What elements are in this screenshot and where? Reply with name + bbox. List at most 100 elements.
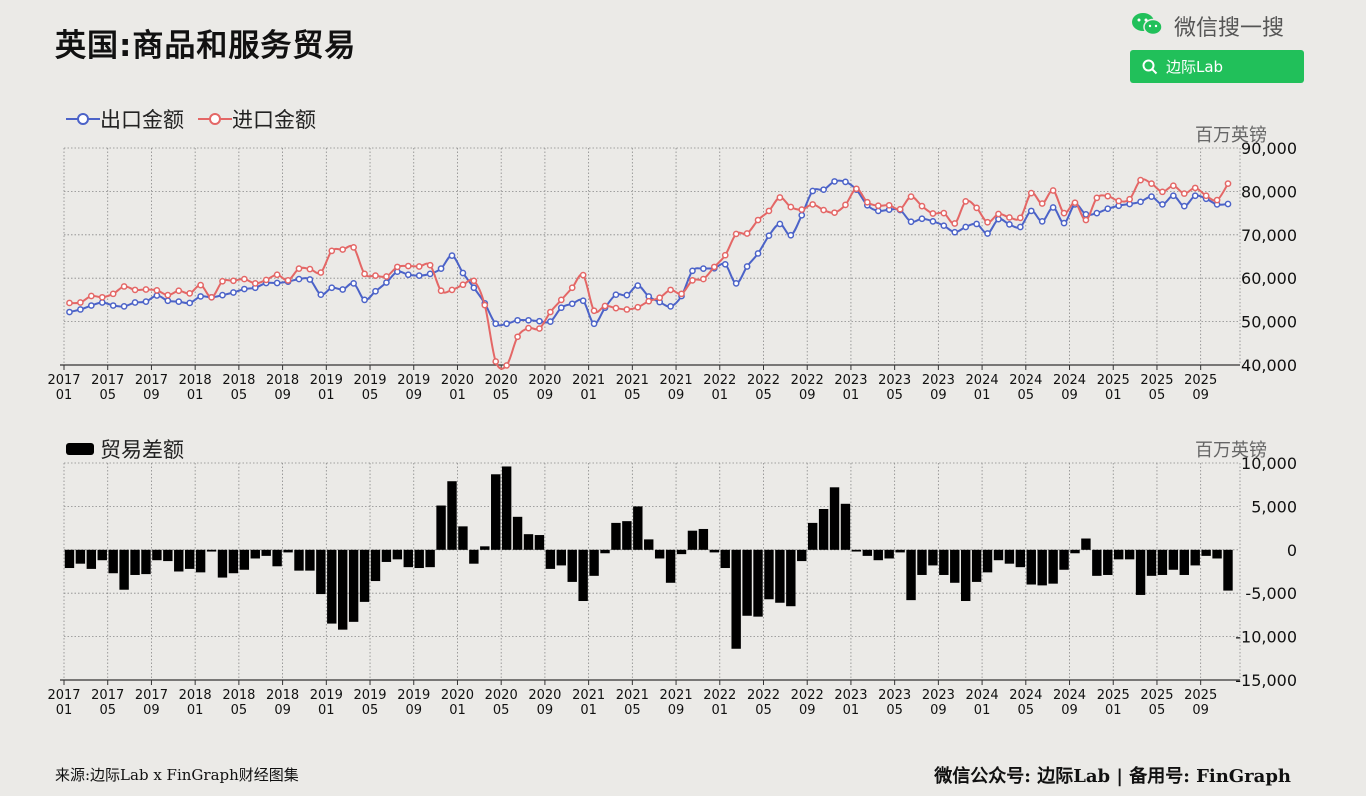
- data-point: [721, 251, 729, 259]
- bar-chart-xtick-year: 2022: [703, 688, 736, 703]
- data-point: [1159, 201, 1166, 208]
- bar-chart-xtick-year: 2025: [1184, 688, 1217, 703]
- bar: [589, 549, 599, 576]
- bar: [501, 466, 512, 550]
- data-point: [448, 252, 456, 259]
- line-chart-xtick-month: 09: [930, 388, 947, 403]
- line-chart-ytick-label: 50,000: [1241, 313, 1297, 332]
- bar: [338, 549, 348, 630]
- data-point: [383, 273, 390, 280]
- bar-chart-xtick-month: 09: [405, 703, 422, 718]
- bar: [600, 549, 610, 554]
- bar-chart-xtick-month: 09: [668, 703, 685, 718]
- bar: [1070, 549, 1080, 554]
- data-point: [1049, 204, 1057, 211]
- data-point: [678, 290, 685, 298]
- data-point: [896, 205, 904, 213]
- data-point: [1170, 182, 1177, 190]
- data-point: [317, 291, 325, 299]
- bar: [1092, 549, 1102, 576]
- bar: [1004, 549, 1015, 564]
- line-chart-xtick-year: 2020: [441, 373, 474, 388]
- source-note: 来源:边际Lab x FinGraph财经图集: [55, 766, 299, 784]
- data-point: [1071, 199, 1079, 207]
- data-point: [66, 308, 73, 316]
- line-chart-xtick-month: 05: [886, 388, 903, 403]
- data-point: [689, 267, 696, 275]
- data-point: [1006, 221, 1013, 228]
- data-point: [907, 218, 915, 226]
- data-point: [153, 287, 161, 294]
- bar-chart-xtick-month: 05: [1149, 703, 1166, 718]
- data-point: [98, 299, 106, 306]
- data-point: [339, 286, 347, 293]
- line-chart-ytick-label: 40,000: [1241, 356, 1297, 375]
- account-note: 微信公众号: 边际Lab | 备用号: FinGraph: [934, 766, 1291, 787]
- data-point: [623, 306, 631, 313]
- bar-chart-ytick-label: 0: [1287, 541, 1297, 560]
- bar: [840, 503, 851, 550]
- bar: [436, 505, 446, 550]
- data-point: [634, 303, 642, 311]
- bar: [676, 549, 687, 555]
- line-chart-xtick-year: 2021: [616, 373, 649, 388]
- data-point: [197, 293, 204, 300]
- data-point: [918, 202, 926, 210]
- legend-item-balance: 贸易差额: [66, 434, 184, 464]
- data-point: [798, 206, 806, 213]
- data-point: [1126, 195, 1133, 203]
- data-point: [98, 293, 106, 301]
- data-point: [1049, 187, 1057, 194]
- line-chart-xtick-year: 2017: [91, 373, 124, 388]
- data-point: [984, 230, 991, 237]
- bar: [195, 549, 206, 573]
- data-point: [776, 194, 784, 201]
- bar-chart-xtick-month: 01: [974, 703, 991, 718]
- data-point: [448, 286, 456, 294]
- line-chart-xtick-month: 09: [668, 388, 685, 403]
- bar-chart-xtick-year: 2020: [528, 688, 561, 703]
- data-point: [874, 202, 882, 210]
- bar-chart-xtick-year: 2019: [397, 688, 430, 703]
- data-point: [372, 272, 379, 279]
- line-chart-xtick-month: 09: [274, 388, 291, 403]
- bar: [316, 549, 326, 595]
- data-point: [514, 316, 521, 324]
- data-point: [721, 260, 729, 268]
- bar-chart-xtick-year: 2021: [616, 688, 649, 703]
- bar-chart-xtick-month: 05: [362, 703, 379, 718]
- bar: [1037, 549, 1047, 586]
- data-point: [164, 291, 172, 299]
- data-point: [831, 178, 838, 185]
- wechat-search-brand: 微信搜一搜: [1130, 10, 1310, 42]
- data-point: [514, 333, 521, 341]
- bar-chart-xtick-year: 2019: [310, 688, 343, 703]
- data-point: [743, 263, 751, 270]
- bar: [228, 549, 239, 574]
- bar: [141, 549, 151, 575]
- bar: [775, 549, 785, 603]
- data-point: [1104, 205, 1112, 213]
- data-point: [1148, 193, 1155, 200]
- line-chart-xtick-year: 2017: [135, 373, 168, 388]
- data-point: [437, 287, 445, 295]
- data-point: [131, 286, 139, 294]
- data-point: [1093, 194, 1101, 202]
- data-point: [831, 209, 838, 217]
- wechat-icon: [1130, 11, 1164, 41]
- data-point: [1016, 223, 1024, 231]
- bar-chart-xtick-month: 09: [143, 703, 160, 718]
- bar: [97, 549, 107, 561]
- search-button[interactable]: 边际Lab: [1130, 50, 1304, 83]
- line-chart-xtick-year: 2017: [47, 373, 80, 388]
- bar: [862, 549, 873, 556]
- bar-chart-xtick-month: 05: [755, 703, 772, 718]
- data-point: [1027, 207, 1035, 215]
- bar: [578, 549, 588, 602]
- bar-chart-xtick-month: 01: [449, 703, 466, 718]
- line-chart-xtick-year: 2024: [1009, 373, 1042, 388]
- data-point: [153, 292, 161, 299]
- data-point: [568, 300, 576, 308]
- line-chart-xtick-month: 09: [537, 388, 554, 403]
- bar: [283, 549, 293, 553]
